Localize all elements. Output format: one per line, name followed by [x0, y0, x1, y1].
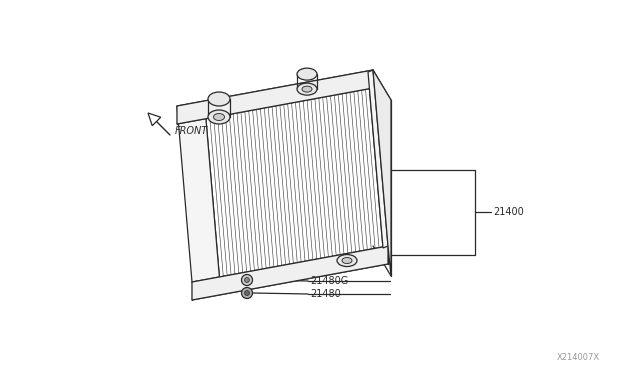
Ellipse shape	[208, 92, 230, 106]
Polygon shape	[205, 72, 383, 284]
Text: FRONT: FRONT	[175, 126, 208, 136]
Ellipse shape	[297, 68, 317, 80]
Text: 21480G: 21480G	[310, 276, 348, 286]
Circle shape	[241, 288, 253, 298]
Polygon shape	[177, 70, 373, 124]
Ellipse shape	[208, 110, 230, 124]
Ellipse shape	[342, 257, 352, 263]
Polygon shape	[192, 246, 388, 300]
Polygon shape	[148, 113, 161, 126]
Polygon shape	[177, 106, 220, 284]
Circle shape	[244, 291, 250, 295]
Ellipse shape	[302, 86, 312, 92]
Text: X214007X: X214007X	[557, 353, 600, 362]
Text: 21400: 21400	[493, 207, 524, 217]
Polygon shape	[368, 70, 388, 248]
Circle shape	[241, 275, 253, 285]
Circle shape	[244, 278, 250, 282]
Text: 21480: 21480	[310, 289, 340, 299]
Ellipse shape	[337, 254, 357, 266]
Polygon shape	[373, 70, 391, 276]
Ellipse shape	[214, 113, 225, 121]
Ellipse shape	[297, 83, 317, 95]
